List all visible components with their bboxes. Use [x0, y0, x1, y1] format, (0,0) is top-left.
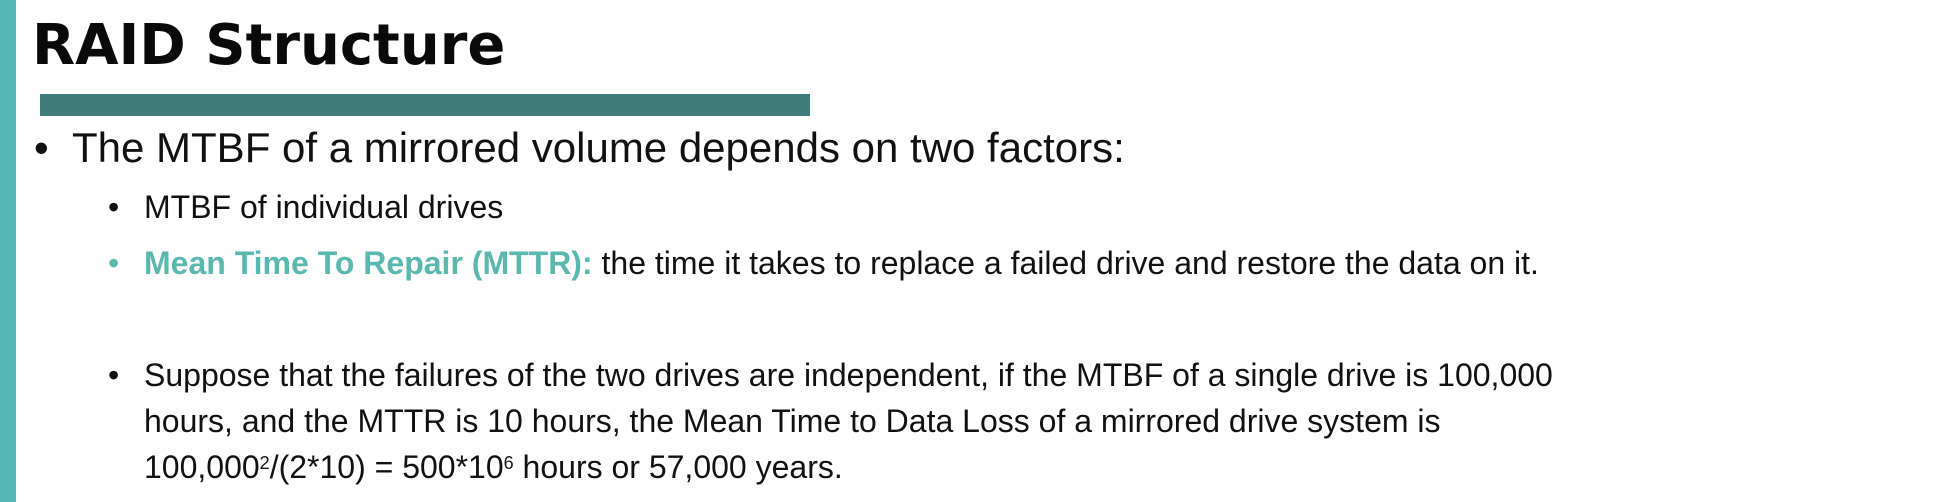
example-result: hours or 57,000 years.	[513, 449, 843, 485]
title-underline-bar	[40, 94, 810, 116]
main-bullet: • The MTBF of a mirrored volume depends o…	[34, 120, 1125, 176]
sub-bullet-example: • Suppose that the failures of the two dr…	[108, 352, 1553, 490]
example-line-3: 100,0002/(2*10) = 500*106 hours or 57,00…	[108, 444, 1553, 490]
left-accent-bar	[0, 0, 16, 502]
bullet-dot: •	[108, 357, 120, 393]
mttr-definition-text: the time it takes to replace a failed dr…	[592, 245, 1539, 281]
example-formula: /(2*10) = 500*10	[269, 449, 504, 485]
sub-bullet-mtbf: • MTBF of individual drives	[108, 184, 503, 230]
bullet-dot: •	[108, 189, 120, 225]
example-base-value: 100,000	[144, 449, 260, 485]
exponent-2: 2	[259, 453, 270, 473]
slide-title: RAID Structure	[32, 13, 506, 78]
example-line-1: Suppose that the failures of the two dri…	[144, 357, 1553, 393]
main-bullet-text: The MTBF of a mirrored volume depends on…	[72, 124, 1125, 171]
mttr-highlight-term: Mean Time To Repair (MTTR):	[144, 245, 593, 281]
exponent-6: 6	[503, 453, 514, 473]
sub-bullet-mttr: • Mean Time To Repair (MTTR): the time it…	[108, 240, 1539, 286]
sub-bullet-text: MTBF of individual drives	[144, 189, 504, 225]
bullet-dot: •	[108, 245, 120, 281]
bullet-dot: •	[34, 124, 49, 171]
example-line-2: hours, and the MTTR is 10 hours, the Mea…	[144, 403, 1441, 439]
